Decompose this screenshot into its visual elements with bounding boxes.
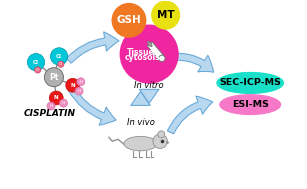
Text: H: H (79, 80, 82, 84)
FancyArrowPatch shape (68, 87, 116, 125)
Ellipse shape (220, 95, 281, 114)
Text: cytosols: cytosols (125, 53, 160, 62)
Text: O: O (59, 62, 62, 66)
Circle shape (49, 91, 63, 105)
Text: MT: MT (157, 10, 174, 20)
Text: Cl: Cl (33, 60, 39, 65)
Circle shape (45, 68, 64, 87)
Circle shape (35, 67, 41, 73)
Circle shape (159, 55, 165, 62)
FancyArrowPatch shape (131, 91, 150, 105)
Circle shape (112, 4, 146, 37)
Text: Tissues: Tissues (126, 48, 159, 57)
Text: SEC-ICP-MS: SEC-ICP-MS (219, 78, 281, 88)
Polygon shape (147, 42, 164, 60)
Circle shape (50, 48, 68, 65)
FancyArrowPatch shape (175, 53, 214, 72)
Text: In vitro: In vitro (134, 81, 164, 90)
Circle shape (60, 99, 68, 107)
Ellipse shape (124, 136, 157, 151)
Text: H: H (62, 101, 65, 105)
Circle shape (152, 1, 180, 29)
Circle shape (66, 78, 80, 92)
Circle shape (120, 25, 178, 83)
Text: Cl: Cl (56, 54, 62, 59)
Text: N: N (54, 95, 59, 101)
Text: ESI-MS: ESI-MS (232, 100, 269, 109)
Text: H: H (78, 89, 80, 93)
Circle shape (75, 87, 83, 95)
Circle shape (153, 134, 167, 149)
Text: CISPLATIN: CISPLATIN (24, 109, 76, 118)
Circle shape (47, 102, 55, 110)
Ellipse shape (217, 73, 283, 93)
Text: O: O (36, 68, 39, 72)
Circle shape (158, 131, 165, 138)
FancyArrowPatch shape (167, 96, 213, 134)
Circle shape (27, 53, 45, 71)
Text: Pt: Pt (49, 73, 59, 82)
FancyArrowPatch shape (66, 32, 119, 63)
Text: N: N (70, 83, 75, 88)
Text: GSH: GSH (117, 15, 141, 25)
Circle shape (77, 78, 85, 86)
Text: In vivo: In vivo (126, 118, 154, 127)
Circle shape (58, 61, 64, 67)
FancyArrowPatch shape (139, 89, 159, 103)
Text: H: H (49, 104, 52, 108)
Ellipse shape (148, 41, 152, 46)
